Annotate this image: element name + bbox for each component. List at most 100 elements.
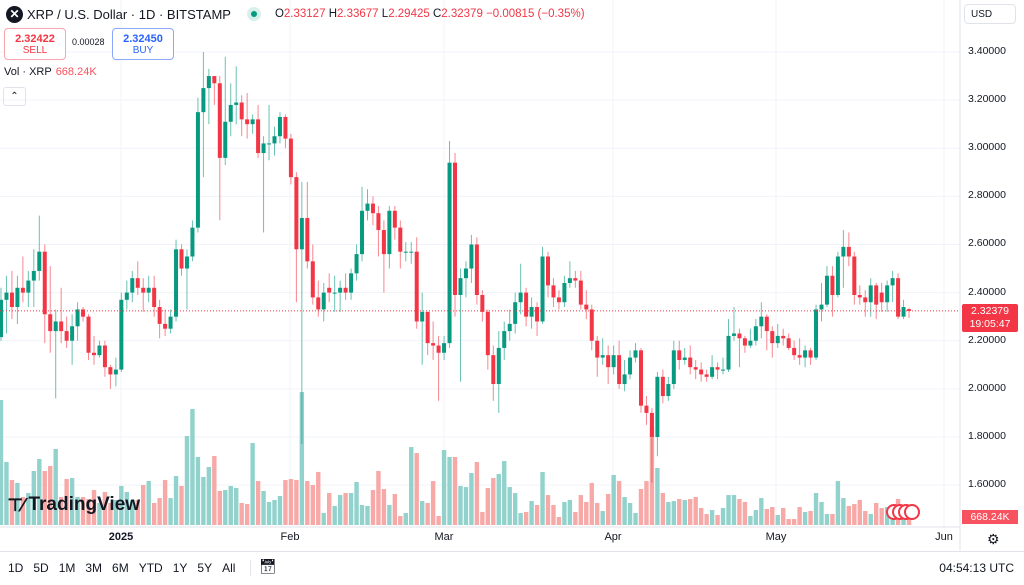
calendar-goto-date-icon[interactable]: 📅︎: [259, 558, 277, 574]
candle-body: [321, 292, 326, 310]
range-all[interactable]: All: [222, 561, 236, 575]
volume-bar: [299, 392, 305, 525]
volume-bar: [775, 515, 780, 525]
tradingview-logo[interactable]: ⊤⁄ TradingView: [7, 494, 141, 516]
candle-body: [606, 355, 611, 368]
candle-body: [502, 331, 507, 348]
volume-bar: [622, 496, 627, 525]
candle-body: [26, 280, 31, 293]
candle-body: [507, 323, 512, 332]
volume-bar: [157, 498, 162, 525]
volume-bar: [365, 505, 370, 525]
sell-button[interactable]: 2.32422 SELL: [4, 28, 66, 60]
candle-body: [354, 254, 359, 274]
candle-body: [835, 256, 840, 296]
candle-body: [474, 244, 479, 296]
candle-body: [644, 405, 649, 413]
range-1m[interactable]: 1M: [58, 561, 76, 575]
candle-body: [513, 302, 518, 324]
collapse-legend-button[interactable]: ⌃: [3, 87, 26, 106]
events-markers[interactable]: [886, 504, 920, 520]
candle-body: [124, 292, 129, 300]
range-5y[interactable]: 5Y: [197, 561, 213, 575]
volume-bar: [753, 510, 759, 525]
volume-bar: [113, 499, 119, 525]
volume-bar: [562, 502, 567, 525]
candle-body: [814, 309, 819, 358]
volume-bar: [321, 513, 326, 525]
volume-bar: [759, 498, 764, 525]
range-1y[interactable]: 1Y: [172, 561, 188, 575]
time-tick-label: Mar: [434, 531, 454, 543]
symbol-header: ✕ XRP / U.S. Dollar · 1D · BITSTAMP O2.3…: [6, 4, 585, 24]
candle-body: [852, 256, 857, 296]
range-3m[interactable]: 3M: [85, 561, 103, 575]
volume-bar: [75, 496, 80, 525]
candle-body: [75, 309, 80, 327]
candle-body: [677, 350, 682, 360]
candle-body: [206, 76, 211, 89]
symbol-title[interactable]: XRP / U.S. Dollar · 1D · BITSTAMP: [27, 6, 231, 22]
volume-bar: [824, 513, 830, 525]
spread-value: 0.00028: [72, 37, 105, 47]
candle-body: [48, 314, 53, 332]
volume-bar: [595, 502, 600, 525]
clock[interactable]: 04:54:13 UTC: [939, 561, 1014, 575]
volume-bar: [0, 399, 4, 525]
volume-bar: [551, 505, 556, 525]
volume-bar: [381, 488, 387, 525]
last-price-tag: 2.32379 19:05:47: [962, 304, 1018, 332]
candle-body: [628, 357, 633, 375]
time-tick-label: Apr: [604, 531, 622, 543]
candle-body: [228, 104, 233, 122]
volume-bar: [376, 470, 381, 525]
currency-selector[interactable]: USD: [964, 4, 1016, 24]
range-ytd[interactable]: YTD: [138, 561, 163, 575]
candle-body: [81, 309, 86, 317]
range-1d[interactable]: 1D: [8, 561, 24, 575]
candle-body: [431, 343, 436, 346]
volume-bar: [234, 487, 239, 525]
candle-body: [277, 116, 282, 137]
candle-body: [119, 299, 124, 370]
volume-bar: [556, 516, 562, 525]
candle-body: [808, 350, 813, 358]
volume-bar: [26, 493, 31, 525]
volume-bar: [173, 476, 179, 525]
candle-body: [524, 292, 529, 317]
candle-body: [896, 278, 901, 317]
candle-body: [660, 376, 665, 397]
candle-body: [349, 273, 354, 293]
range-5d[interactable]: 5D: [33, 561, 49, 575]
candle-body: [655, 376, 660, 437]
volume-bar: [91, 490, 97, 525]
market-open-status-icon[interactable]: [246, 7, 261, 21]
volume-bar: [507, 487, 512, 525]
candle-body: [879, 292, 884, 303]
volume-bar: [403, 513, 408, 525]
volume-bar: [135, 499, 140, 525]
volume-bar: [458, 485, 463, 525]
volume-bar: [447, 456, 452, 525]
volume-bar: [846, 505, 852, 525]
range-6m[interactable]: 6M: [112, 561, 129, 575]
volume-bar: [414, 453, 419, 525]
volume-bar: [184, 436, 190, 525]
change-value: −0.00815 (−0.35%): [486, 8, 585, 20]
volume-bar: [529, 501, 534, 525]
buy-button[interactable]: 2.32450 BUY: [112, 28, 174, 60]
settings-icon[interactable]: ⚙: [987, 531, 1000, 547]
volume-bar: [693, 496, 698, 525]
candle-body: [190, 227, 195, 257]
candle-body: [715, 367, 720, 370]
volume-bar: [605, 493, 611, 525]
volume-bar: [69, 478, 75, 525]
candle-body: [496, 347, 501, 385]
candle-body: [294, 177, 299, 250]
candlestick-chart[interactable]: [0, 0, 1024, 551]
candle-body: [381, 230, 386, 255]
volume-bar: [671, 501, 677, 525]
volume-bar: [102, 491, 108, 525]
candle-body: [447, 162, 452, 344]
candle-body: [453, 162, 458, 296]
